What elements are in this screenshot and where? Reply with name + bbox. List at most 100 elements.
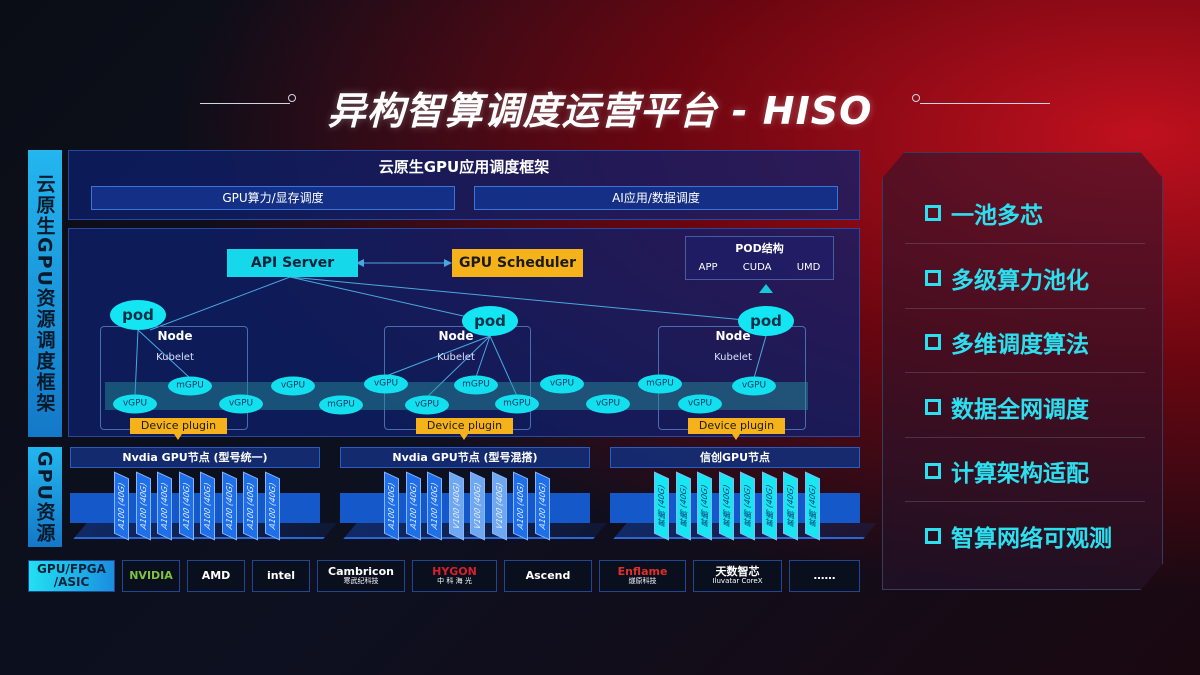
gpu-group-band <box>70 493 320 523</box>
vendor-subname: 中 科 海 光 <box>437 577 472 586</box>
gpu-chip-label: A100 (40G) <box>117 480 126 532</box>
checkbox-square-icon <box>925 205 941 221</box>
gpu-chip-label: A100 (40G) <box>246 480 255 532</box>
gpu-chip: A100 (40G) <box>114 471 129 541</box>
gpu-chip-label: A100 (40G) <box>408 480 418 532</box>
gpu-chip: 昇腾 (40G) <box>761 471 777 541</box>
gpu-chip: 昇腾 (40G) <box>697 471 712 541</box>
kubelet-label: Kubelet <box>156 352 194 363</box>
gpu-chip-label: A100 (40G) <box>516 480 525 532</box>
gpu-chip: 昇腾 (40G) <box>783 471 798 541</box>
gpu-chip: A100 (40G) <box>405 471 421 541</box>
device-plugin-box: Device plugin <box>416 418 513 434</box>
gpu-chip-label: 昇腾 (40G) <box>657 483 666 529</box>
title-dot-right <box>912 94 920 102</box>
gpu-scheduler-box: GPU Scheduler <box>452 249 583 277</box>
checkbox-square-icon <box>925 269 941 286</box>
pod-ellipse: pod <box>462 306 518 336</box>
vendor-name: 天数智芯 <box>715 565 760 579</box>
feature-label: 计算架构适配 <box>951 461 1089 487</box>
gpu-chip-label: A100 (40G) <box>181 480 191 532</box>
feature-divider <box>905 243 1145 244</box>
vendor-logo-5: Ascend <box>504 560 592 592</box>
checkbox-square-icon <box>925 398 941 415</box>
gpu-chip: A100 (40G) <box>264 471 280 541</box>
gpu-chip-label: 昇腾 (40G) <box>678 483 688 529</box>
feature-label: 智算网络可观测 <box>951 525 1112 552</box>
vendor-logo-2: intel <box>252 560 310 592</box>
vendor-logo-0: NVIDIA <box>122 560 180 592</box>
feature-label: 多级算力池化 <box>951 267 1089 294</box>
gpu-chip: V100 (40G) <box>491 471 507 541</box>
pod-structure-title: POD结构 <box>735 242 784 255</box>
pod-ellipse: pod <box>738 306 794 336</box>
vendor-logo-3: Cambricon 寒武纪科技 <box>317 560 405 592</box>
title-line-left <box>200 103 290 104</box>
vendor-name: intel <box>266 568 296 582</box>
gpu-unit-vgpu: vGPU <box>540 374 584 394</box>
gpu-unit-vgpu: vGPU <box>113 394 157 414</box>
pod-structure-box: POD结构 APP CUDA UMD <box>685 236 834 280</box>
gpu-chip: A100 (40G) <box>200 471 215 541</box>
gpu-unit-mgpu: mGPU <box>638 374 682 394</box>
checkbox-square-icon <box>925 527 941 544</box>
gpu-chip-label: V100 (40G) <box>451 480 461 532</box>
gpu-unit-vgpu: vGPU <box>678 394 722 414</box>
gpu-chip-label: 昇腾 (40G) <box>743 483 752 529</box>
device-plugin-box: Device plugin <box>688 418 785 434</box>
device-plugin-arrow-icon <box>460 434 468 440</box>
gpu-chip-label: A100 (40G) <box>267 480 277 532</box>
title-dot-left <box>288 94 296 102</box>
gpu-chip-label: 昇腾 (40G) <box>700 483 709 529</box>
gpu-unit-vgpu: vGPU <box>732 376 776 396</box>
pod-structure-cuda: CUDA <box>742 262 772 273</box>
gpu-unit-mgpu: mGPU <box>319 395 363 415</box>
vendor-name: NVIDIA <box>129 568 173 582</box>
gpu-chip-label: A100 (40G) <box>203 480 212 532</box>
gpu-chip-label: 昇腾 (40G) <box>721 483 731 529</box>
gpu-unit-vgpu: vGPU <box>405 395 449 415</box>
gpu-unit-mgpu: mGPU <box>168 376 212 396</box>
gpu-chip: A100 (40G) <box>384 471 399 541</box>
device-plugin-arrow-icon <box>732 434 740 440</box>
vendor-subname: Iluvatar CoreX <box>712 577 763 586</box>
gpu-chip: V100 (40G) <box>470 471 485 541</box>
gpu-chip-label: A100 (40G) <box>224 480 234 532</box>
gpu-chip-label: A100 (40G) <box>387 480 396 532</box>
gpu-chip: A100 (40G) <box>157 471 172 541</box>
gpu-chip-label: A100 (40G) <box>537 480 547 532</box>
vendor-name: HYGON <box>432 565 477 579</box>
gpu-chip: A100 (40G) <box>221 471 237 541</box>
gpu-unit-vgpu: vGPU <box>219 394 263 414</box>
pod-ellipse: pod <box>110 300 166 330</box>
checkbox-square-icon <box>925 463 941 479</box>
vendor-label: GPU/FPGA /ASIC <box>28 560 115 592</box>
kubelet-label: Kubelet <box>714 352 752 363</box>
gpu-chip-label: A100 (40G) <box>138 480 148 532</box>
gpu-unit-vgpu: vGPU <box>364 374 408 394</box>
gpu-chip-label: A100 (40G) <box>160 480 169 532</box>
gpu-chip: A100 (40G) <box>513 471 528 541</box>
gpu-chip: A100 (40G) <box>178 471 194 541</box>
vendor-logo-6: Enflame 燧原科技 <box>599 560 686 592</box>
vendor-subname: 寒武纪科技 <box>343 577 379 586</box>
vendor-logo-1: AMD <box>187 560 245 592</box>
vendor-logo-7: 天数智芯 Iluvatar CoreX <box>693 560 782 592</box>
gpu-chip-label: 昇腾 (40G) <box>786 483 795 529</box>
gpu-chip-label: V100 (40G) <box>494 480 504 532</box>
page-title: 异构智算调度运营平台 - HISO <box>327 89 873 133</box>
api-server-box: API Server <box>227 249 358 277</box>
gpu-unit-mgpu: mGPU <box>454 375 498 395</box>
vendor-subname: 燧原科技 <box>628 577 657 586</box>
feature-item: 数据全网调度 <box>925 390 1089 424</box>
framework-title: 云原生GPU应用调度框架 <box>378 158 550 176</box>
vendor-name: …… <box>813 568 836 582</box>
vendor-logo-8: …… <box>789 560 860 592</box>
pod-structure-app: APP <box>698 262 718 273</box>
ai-scheduling-box: AI应用/数据调度 <box>474 186 838 210</box>
gpu-chip-label: V100 (40G) <box>473 480 482 532</box>
pod-structure-umd: UMD <box>796 262 821 273</box>
gpu-chip: V100 (40G) <box>448 471 464 541</box>
gpu-chip: 昇腾 (40G) <box>718 471 734 541</box>
feature-label: 数据全网调度 <box>951 396 1089 423</box>
